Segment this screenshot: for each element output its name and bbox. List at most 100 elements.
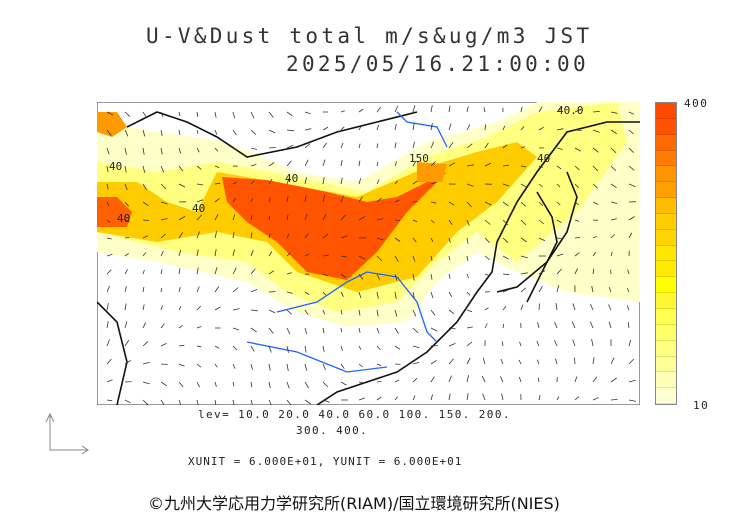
wind-arrow	[520, 146, 526, 149]
wind-arrow	[502, 201, 509, 207]
wind-arrow	[501, 393, 504, 401]
wind-arrow	[376, 327, 380, 334]
wind-arrow	[448, 142, 454, 149]
wind-arrow	[160, 305, 163, 311]
wind-arrow	[142, 252, 147, 257]
wind-arrow	[358, 291, 362, 299]
wind-arrow	[196, 286, 200, 293]
wind-arrow	[502, 164, 509, 167]
wind-arrow	[142, 341, 149, 347]
colorbar-band	[656, 277, 676, 294]
wind-arrow	[124, 183, 128, 191]
wind-arrow	[232, 267, 237, 275]
contour-labels: 40.0 150 40 40 40 40 40	[109, 104, 584, 225]
colorbar-band	[656, 261, 676, 278]
wind-arrow	[340, 309, 343, 315]
wind-arrow	[106, 253, 113, 257]
wind-arrow	[500, 376, 504, 383]
wind-arrow	[178, 232, 184, 239]
wind-arrow	[250, 268, 256, 275]
wind-arrow	[286, 272, 292, 275]
wind-arrow	[358, 309, 361, 316]
wind-arrow	[268, 363, 271, 371]
wind-arrow	[538, 270, 546, 275]
wind-arrow	[178, 129, 181, 136]
wind-arrow	[142, 286, 145, 293]
contour-label: 40	[117, 212, 130, 225]
wind-arrow	[196, 147, 200, 153]
wind-arrow	[592, 147, 599, 153]
wind-arrow	[250, 327, 257, 333]
wind-arrow	[412, 309, 417, 317]
wind-arrow	[160, 233, 166, 239]
wind-arrow	[268, 147, 276, 149]
wind-arrow	[536, 359, 540, 365]
wind-arrow	[304, 327, 308, 335]
vector-units: XUNIT = 6.000E+01, YUNIT = 6.000E+01	[188, 455, 463, 468]
colorbar-band	[656, 198, 676, 214]
colorbar-max-label: 400	[684, 97, 709, 110]
wind-arrow	[106, 303, 109, 311]
wind-arrow	[484, 201, 492, 206]
wind-arrow	[286, 381, 290, 389]
wind-arrow	[160, 111, 164, 118]
wind-arrow	[574, 237, 581, 239]
rivers	[246, 111, 448, 373]
contour-label: 40	[285, 172, 298, 185]
wind-arrow	[106, 165, 109, 173]
wind-arrow	[376, 124, 380, 131]
wind-arrow	[610, 399, 618, 401]
wind-arrow	[322, 195, 326, 203]
wind-arrow	[394, 309, 398, 317]
wind-arrow	[394, 345, 401, 350]
wind-arrow	[376, 161, 379, 167]
wind-arrow	[286, 177, 290, 185]
wind-arrow	[250, 381, 253, 388]
wind-arrow	[250, 180, 255, 185]
wind-arrow	[448, 343, 456, 347]
wind-arrow	[430, 359, 437, 365]
wind-arrow	[142, 183, 147, 191]
wind-arrow	[430, 219, 435, 224]
wind-arrow	[286, 345, 289, 353]
wind-arrow	[286, 399, 292, 405]
wind-arrow	[554, 321, 558, 329]
wind-arrow	[340, 345, 343, 351]
wind-arrow	[628, 216, 635, 221]
wind-arrow	[214, 286, 220, 293]
wind-arrow	[268, 270, 275, 275]
wind-vectors	[106, 105, 636, 405]
wind-arrow	[160, 218, 168, 221]
wind-arrow	[196, 183, 204, 186]
wind-arrow	[412, 395, 416, 401]
wind-arrow	[376, 396, 382, 401]
wind-arrow	[430, 309, 436, 316]
wind-arrow	[556, 253, 564, 257]
wind-arrow	[394, 180, 398, 185]
wind-arrow	[430, 161, 436, 167]
wind-arrow	[574, 183, 580, 189]
wind-arrow	[556, 201, 561, 206]
wind-arrow	[304, 177, 307, 185]
wind-arrow	[250, 309, 258, 312]
wind-arrow	[340, 142, 344, 149]
wind-arrow	[482, 357, 486, 365]
wind-arrow	[160, 147, 163, 155]
wind-arrow	[250, 215, 253, 221]
wind-arrow	[556, 147, 563, 150]
wind-arrow	[268, 345, 272, 353]
wind-arrow	[628, 129, 634, 135]
wind-arrow	[214, 231, 217, 239]
wind-arrow	[376, 345, 381, 351]
wind-arrow	[628, 339, 632, 347]
wind-arrow	[430, 273, 433, 280]
wind-arrow	[358, 381, 365, 384]
wind-arrow	[502, 183, 510, 187]
wind-arrow	[520, 219, 527, 226]
wind-arrow	[340, 126, 345, 131]
wind-arrow	[448, 162, 456, 167]
wind-arrow	[520, 287, 527, 293]
wind-arrow	[268, 129, 276, 134]
wind-arrow	[592, 129, 600, 133]
dust-concentration-field	[97, 102, 640, 327]
